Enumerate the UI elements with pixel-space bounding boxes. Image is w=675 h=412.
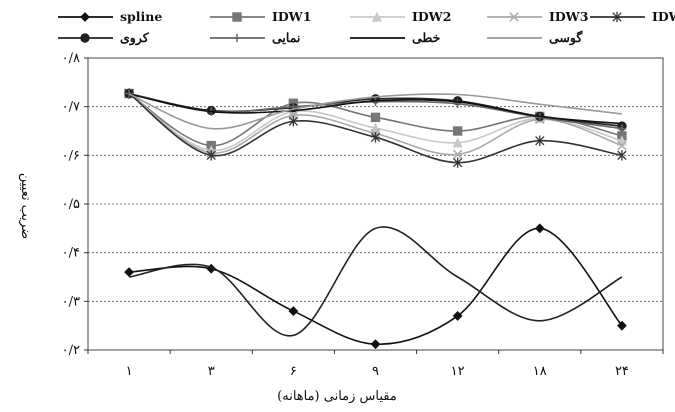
- series-1-point: [452, 126, 463, 136]
- axes: ۰/۲ ۰/۳ ۰/۴ ۰/۵ ۰/۶ ۰/۷ ۰/۸ ۱ ۳ ۶ ۹ ۱۲ ۱۸ ۲۴: [62, 51, 664, 379]
- legend-entry: گوسی: [487, 29, 583, 46]
- legend-entry: IDW2: [350, 9, 451, 24]
- series-4-point: [535, 135, 545, 146]
- series-0-point: [370, 339, 381, 350]
- x-tick-label: ۱: [126, 364, 133, 379]
- series-6-point: [617, 124, 627, 133]
- legend-swatch-marker: [80, 33, 90, 43]
- series-0-point: [288, 306, 299, 316]
- series-2-point: [452, 137, 463, 148]
- legend-entry: خطی: [350, 30, 441, 45]
- series-4-point: [206, 150, 216, 161]
- series-3-point: [617, 140, 627, 151]
- series-4-point: [370, 132, 381, 143]
- x-tick-label: ۶: [290, 364, 297, 379]
- series-7-line: [128, 93, 622, 125]
- y-axis-title: ضریب تعیین: [18, 173, 33, 239]
- series-4-point: [288, 116, 299, 127]
- x-axis-title: مقیاس زمانی (ماهانه): [277, 389, 397, 404]
- series-8-line: [128, 93, 623, 130]
- legend-swatch-marker: [371, 11, 383, 22]
- legend-label: IDW1: [272, 9, 311, 24]
- series-1-point: [370, 112, 381, 123]
- x-tick-label: ۱۸: [533, 364, 547, 379]
- legend-entry: IDW3: [487, 9, 588, 24]
- series-6-point: [124, 89, 134, 98]
- y-tick-label: ۰/۵: [62, 197, 80, 212]
- legend-label: IDW3: [549, 9, 588, 24]
- x-tick-label: ۳: [208, 364, 215, 379]
- legend-entry: نمایی: [210, 30, 300, 45]
- legend-swatch-marker: [612, 11, 622, 23]
- y-tick-label: ۰/۶: [62, 148, 80, 163]
- legend-label: spline: [120, 9, 162, 24]
- series-4-point: [452, 157, 463, 168]
- x-tick-label: ۱۲: [451, 364, 465, 379]
- legend-swatch-marker: [80, 12, 90, 22]
- series-6-point: [453, 99, 462, 108]
- series-0-point: [617, 320, 627, 331]
- series-0-point: [452, 311, 463, 321]
- y-tick-label: ۰/۲: [62, 343, 80, 358]
- y-tick-label: ۰/۸: [62, 51, 80, 66]
- legend-label: خطی: [412, 30, 441, 45]
- series-3-point: [452, 149, 463, 160]
- series-unlabeled-9-line: [128, 226, 623, 337]
- series-lines: [124, 88, 627, 350]
- legend-entry: IDW1: [210, 9, 311, 24]
- x-tick-label: ۲۴: [615, 364, 629, 379]
- legend-label: IDW4: [652, 9, 675, 24]
- y-tick-label: ۰/۳: [62, 294, 80, 309]
- series-4-point: [617, 150, 627, 161]
- series-0-point: [534, 223, 545, 234]
- legend-entry: IDW4: [590, 9, 675, 24]
- legend-swatch-marker: [232, 12, 242, 22]
- legend-swatch-marker: [232, 33, 242, 43]
- x-tick-label: ۹: [372, 364, 379, 379]
- y-tick-label: ۰/۷: [62, 100, 80, 115]
- legend-label: کروی: [120, 30, 150, 46]
- y-tick-label: ۰/۴: [62, 246, 80, 261]
- legend-entry: کروی: [58, 30, 150, 46]
- legend-label: نمایی: [272, 30, 300, 45]
- legend-entry: spline: [58, 9, 162, 24]
- legend-swatch-marker: [509, 12, 519, 22]
- legend: spline IDW1 IDW2 IDW3 IDW4 کروی نمایی خطی گوسی: [58, 9, 675, 46]
- legend-label: گوسی: [549, 29, 583, 46]
- legend-label: IDW2: [412, 9, 451, 24]
